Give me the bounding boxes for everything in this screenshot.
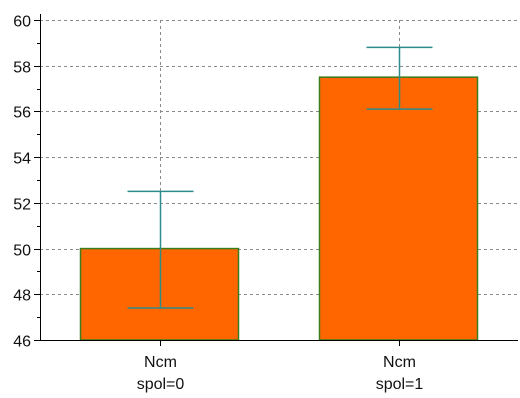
x-category-label-line2: spol=0: [137, 376, 185, 393]
y-tick-label: 46: [13, 334, 31, 351]
y-tick-label: 50: [13, 243, 31, 260]
y-tick-label: 58: [13, 60, 31, 77]
y-tick-label: 52: [13, 197, 31, 214]
y-tick-label: 60: [13, 14, 31, 31]
bars: [81, 77, 478, 340]
x-category-label-line2: spol=1: [376, 376, 424, 393]
bar-1: [81, 249, 239, 340]
y-tick-label: 56: [13, 105, 31, 122]
x-category-label-line1: Ncm: [383, 354, 416, 371]
x-category-label-line1: Ncm: [144, 354, 177, 371]
y-tick-label: 48: [13, 288, 31, 305]
bar-2: [320, 77, 478, 340]
y-tick-label: 54: [13, 151, 31, 168]
